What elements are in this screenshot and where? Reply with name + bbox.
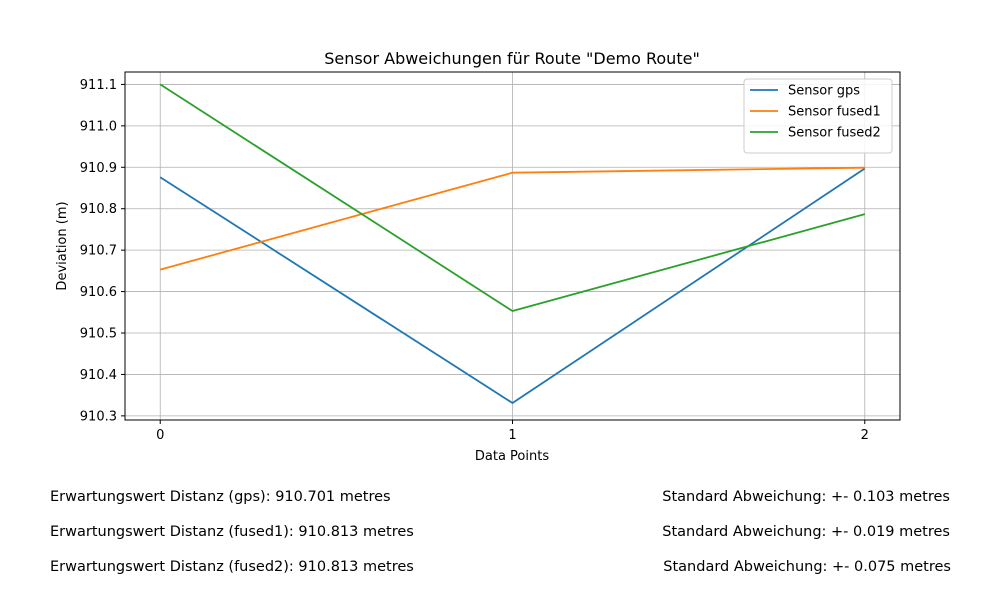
y-axis-label: Deviation (m) [55,201,70,290]
legend-label-1: Sensor gps [788,84,860,99]
series-lines [159,83,866,404]
y-tick-label: 910.8 [80,202,117,217]
legend-label-2: Sensor fused1 [788,105,881,120]
series-line-2 [159,166,865,271]
expected-value-fused1: Erwartungswert Distanz (fused1): 910.813… [50,524,414,540]
std-deviation-fused2: Standard Abweichung: +- 0.075 metres [663,559,951,575]
stats-row-fused2: Erwartungswert Distanz (fused2): 910.813… [0,559,1000,583]
std-deviation-fused1: Standard Abweichung: +- 0.019 metres [662,524,950,540]
expected-value-fused2: Erwartungswert Distanz (fused2): 910.813… [50,559,414,575]
y-tick-label: 910.3 [80,409,117,424]
axis-ticks: 0 1 2 910.3 910.4 910.5 910.6 910.7 910.8 910.9 91… [80,78,869,443]
stats-row-fused1: Erwartungswert Distanz (fused1): 910.813… [0,524,1000,548]
x-tick-label: 0 [156,428,164,443]
x-tick-label: 1 [508,428,516,443]
y-tick-label: 910.5 [80,327,117,342]
legend-label-3: Sensor fused2 [788,126,881,141]
y-tick-label: 910.4 [80,368,117,383]
y-tick-label: 910.9 [80,161,117,176]
series-line-3 [159,83,866,312]
std-deviation-gps: Standard Abweichung: +- 0.103 metres [662,489,950,505]
y-tick-label: 911.1 [80,78,117,93]
y-tick-label: 910.7 [80,244,117,259]
legend-box [743,78,893,154]
y-tick-label: 910.6 [80,285,117,300]
stats-row-gps: Erwartungswert Distanz (gps): 910.701 me… [0,489,1000,513]
y-tick-label: 911.0 [80,119,117,134]
x-axis-label: Data Points [475,449,549,464]
expected-value-gps: Erwartungswert Distanz (gps): 910.701 me… [50,489,391,505]
chart-title: Sensor Abweichungen für Route "Demo Rout… [324,49,700,68]
x-tick-label: 2 [861,428,869,443]
legend: Sensor gps Sensor fused1 Sensor fused2 [743,78,893,154]
